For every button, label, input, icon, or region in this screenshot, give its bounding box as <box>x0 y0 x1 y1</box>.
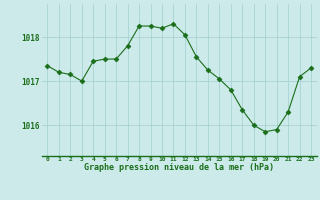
X-axis label: Graphe pression niveau de la mer (hPa): Graphe pression niveau de la mer (hPa) <box>84 163 274 172</box>
